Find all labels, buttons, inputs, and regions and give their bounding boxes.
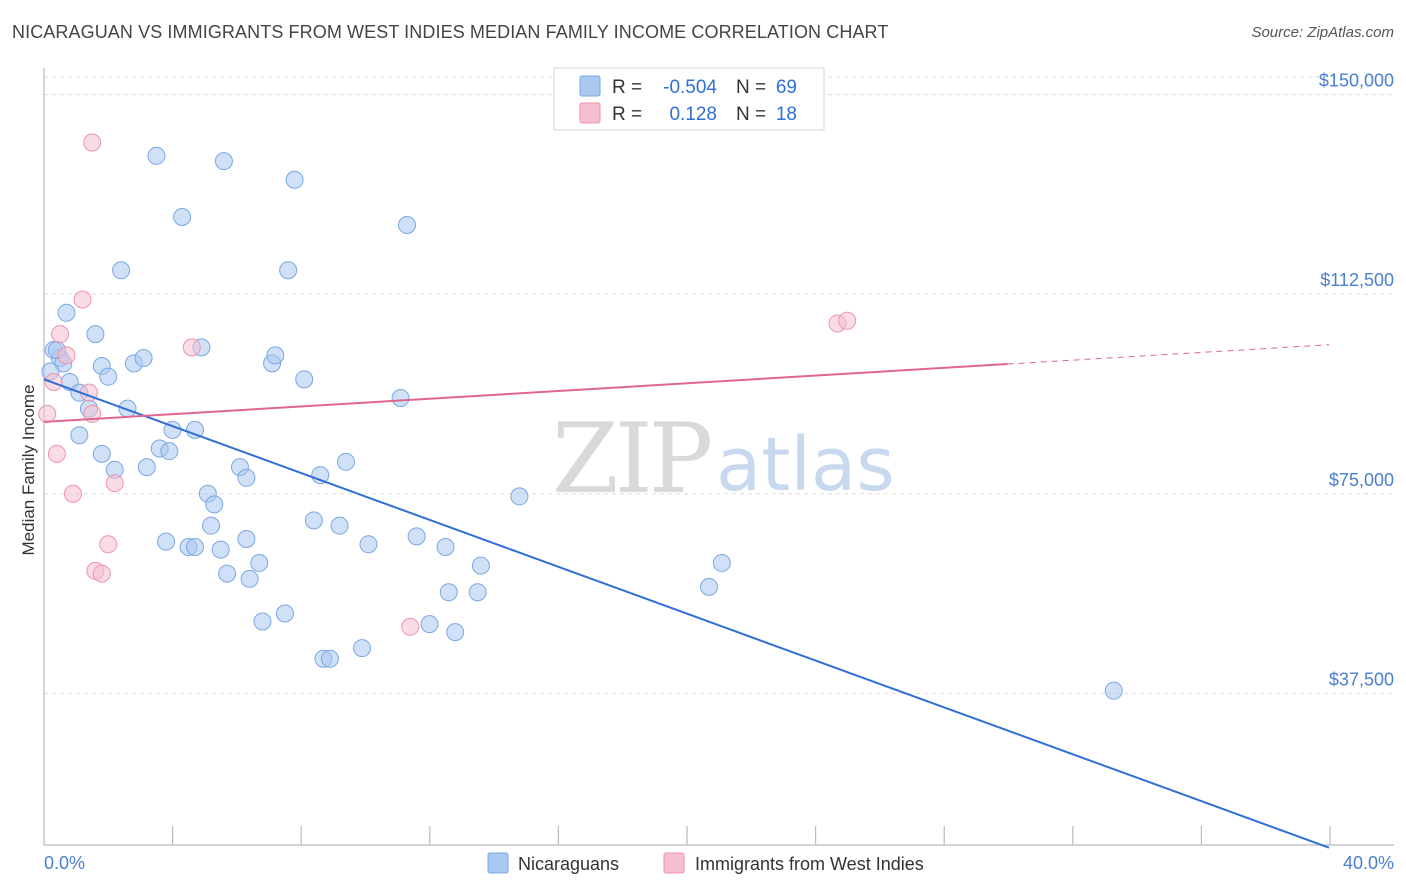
data-point [253,612,272,631]
data-point [99,367,118,386]
data-point [47,444,66,463]
data-point [510,487,529,506]
data-point [99,535,118,554]
data-point [147,146,166,165]
data-point [205,495,224,514]
data-point [359,535,378,554]
data-point [471,556,490,575]
data-point [202,516,221,535]
legend-swatch-west-indies [663,852,685,874]
data-point [83,133,102,152]
data-point [336,452,355,471]
data-point [266,346,285,365]
data-point [699,577,718,596]
watermark-zip: ZIP [552,403,711,515]
data-point [304,511,323,530]
y-tick-label: $37,500 [1329,669,1394,689]
data-point [218,564,237,583]
data-point [38,404,57,423]
data-point [70,426,89,445]
data-point [446,623,465,642]
trend-lines [43,344,1330,849]
trend-line-west-indies [43,363,1008,423]
data-point [240,569,259,588]
legend: Nicaraguans Immigrants from West Indies [487,852,924,874]
data-point [398,215,417,234]
y-axis-tick-labels: $37,500 $75,000 $112,500 $150,000 [1319,71,1394,690]
data-point [157,532,176,551]
data-point [182,338,201,357]
stats-r-label-nicaraguans: R = [612,77,642,98]
data-point [237,529,256,548]
data-point [185,537,204,556]
legend-label-west-indies: Immigrants from West Indies [695,854,924,874]
watermark-atlas: atlas [716,422,895,508]
stats-box: R = -0.504 N = 69 R = 0.128 N = 18 [553,67,825,131]
data-point [468,583,487,602]
data-point [105,474,124,493]
data-point [92,444,111,463]
x-axis-ticks [172,826,1331,845]
source-credit: Source: ZipAtlas.com [1251,24,1394,41]
y-tick-label: $112,500 [1320,270,1394,290]
trend-line-west-indies-extension [1007,344,1330,365]
data-point [86,325,105,344]
y-tick-label: $150,000 [1319,71,1394,91]
data-point [173,208,192,227]
data-point [407,527,426,546]
stats-swatch-west-indies [579,102,601,124]
legend-label-nicaraguans: Nicaraguans [518,854,619,874]
trend-line-nicaraguans [43,378,1330,849]
data-point [295,370,314,389]
data-point [439,583,458,602]
data-point [63,484,82,503]
data-point [160,442,179,461]
data-point [51,325,70,344]
data-point [712,553,731,572]
data-point [275,604,294,623]
y-tick-label: $75,000 [1329,470,1394,490]
data-point [436,537,455,556]
data-point [237,468,256,487]
x-tick-label-min: 0.0% [44,853,85,873]
data-point [214,152,233,171]
data-point [112,261,131,280]
stats-r-value-nicaraguans: -0.504 [663,77,717,98]
data-point [211,540,230,559]
data-point [73,290,92,309]
stats-n-label-nicaraguans: N = [736,77,766,98]
stats-n-value-nicaraguans: 69 [776,77,797,98]
data-point [330,516,349,535]
legend-swatch-nicaraguans [487,852,509,874]
data-point [1104,681,1123,700]
data-point [391,388,410,407]
data-point [250,553,269,572]
data-point [134,349,153,368]
data-points [38,133,1123,700]
data-point [401,617,420,636]
data-point [320,649,339,668]
data-point [353,639,372,658]
stats-n-value-west-indies: 18 [776,104,797,125]
data-point [57,303,76,322]
data-point [285,170,304,189]
data-point [137,458,156,477]
stats-r-value-west-indies: 0.128 [669,104,717,125]
data-point [420,615,439,634]
chart-title: NICARAGUAN VS IMMIGRANTS FROM WEST INDIE… [12,22,889,42]
x-tick-label-max: 40.0% [1343,853,1394,873]
y-axis-label: Median Family Income [19,384,38,555]
gridlines [44,76,1394,694]
series-nicaraguans [41,146,1123,700]
series-west-indies [38,133,857,636]
stats-n-label-west-indies: N = [736,104,766,125]
data-point [57,346,76,365]
stats-r-label-west-indies: R = [612,104,642,125]
data-point [838,311,857,330]
data-point [92,564,111,583]
stats-swatch-nicaraguans [579,75,601,97]
data-point [279,261,298,280]
data-point [185,420,204,439]
